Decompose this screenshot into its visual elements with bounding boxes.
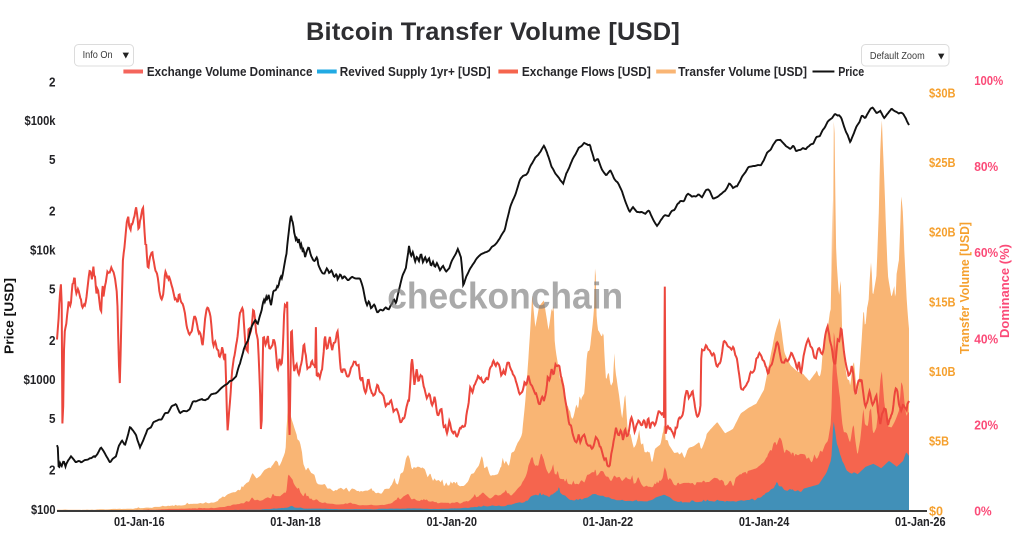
svg-text:Transfer Volume [USD]: Transfer Volume [USD] [678, 64, 807, 79]
svg-text:20%: 20% [974, 417, 999, 432]
svg-text:$30B: $30B [929, 85, 956, 100]
svg-text:$10B: $10B [929, 364, 956, 379]
svg-text:checkonchain: checkonchain [387, 275, 623, 316]
svg-text:Price [USD]: Price [USD] [2, 278, 17, 354]
svg-text:01-Jan-18: 01-Jan-18 [270, 514, 321, 529]
svg-text:Dominance (%): Dominance (%) [997, 244, 1012, 338]
svg-text:Exchange Volume Dominance: Exchange Volume Dominance [147, 64, 313, 79]
svg-text:$100k: $100k [25, 113, 57, 128]
svg-text:01-Jan-20: 01-Jan-20 [426, 514, 477, 529]
svg-text:Exchange Flows [USD]: Exchange Flows [USD] [522, 64, 651, 79]
svg-text:01-Jan-26: 01-Jan-26 [895, 514, 946, 529]
svg-text:$1000: $1000 [24, 372, 56, 387]
svg-text:$15B: $15B [929, 294, 956, 309]
svg-text:80%: 80% [974, 159, 999, 174]
svg-text:5: 5 [49, 281, 56, 296]
svg-text:2: 2 [49, 74, 56, 89]
svg-text:Info On: Info On [83, 50, 113, 61]
svg-text:$25B: $25B [929, 155, 956, 170]
svg-text:Price: Price [838, 64, 864, 79]
svg-text:2: 2 [49, 204, 56, 219]
svg-text:Transfer Volume [USD]: Transfer Volume [USD] [957, 222, 972, 354]
svg-text:5: 5 [49, 411, 56, 426]
svg-text:01-Jan-16: 01-Jan-16 [114, 514, 165, 529]
svg-text:Revived Supply 1yr+ [USD]: Revived Supply 1yr+ [USD] [340, 64, 491, 79]
svg-text:$10k: $10k [30, 243, 56, 258]
svg-text:$5B: $5B [929, 434, 949, 449]
svg-text:Default Zoom: Default Zoom [870, 51, 925, 62]
svg-text:100%: 100% [974, 73, 1004, 88]
svg-text:01-Jan-22: 01-Jan-22 [583, 514, 634, 529]
svg-text:Bitcoin Transfer Volume [USD]: Bitcoin Transfer Volume [USD] [306, 18, 680, 46]
svg-text:60%: 60% [974, 245, 999, 260]
svg-text:2: 2 [49, 463, 56, 478]
svg-text:$100: $100 [31, 502, 56, 517]
svg-text:01-Jan-24: 01-Jan-24 [739, 514, 790, 529]
svg-text:$20B: $20B [929, 225, 956, 240]
svg-text:5: 5 [49, 152, 56, 167]
svg-text:$0: $0 [929, 503, 943, 518]
svg-text:2: 2 [49, 333, 56, 348]
svg-text:0%: 0% [974, 504, 992, 519]
svg-text:40%: 40% [974, 331, 999, 346]
